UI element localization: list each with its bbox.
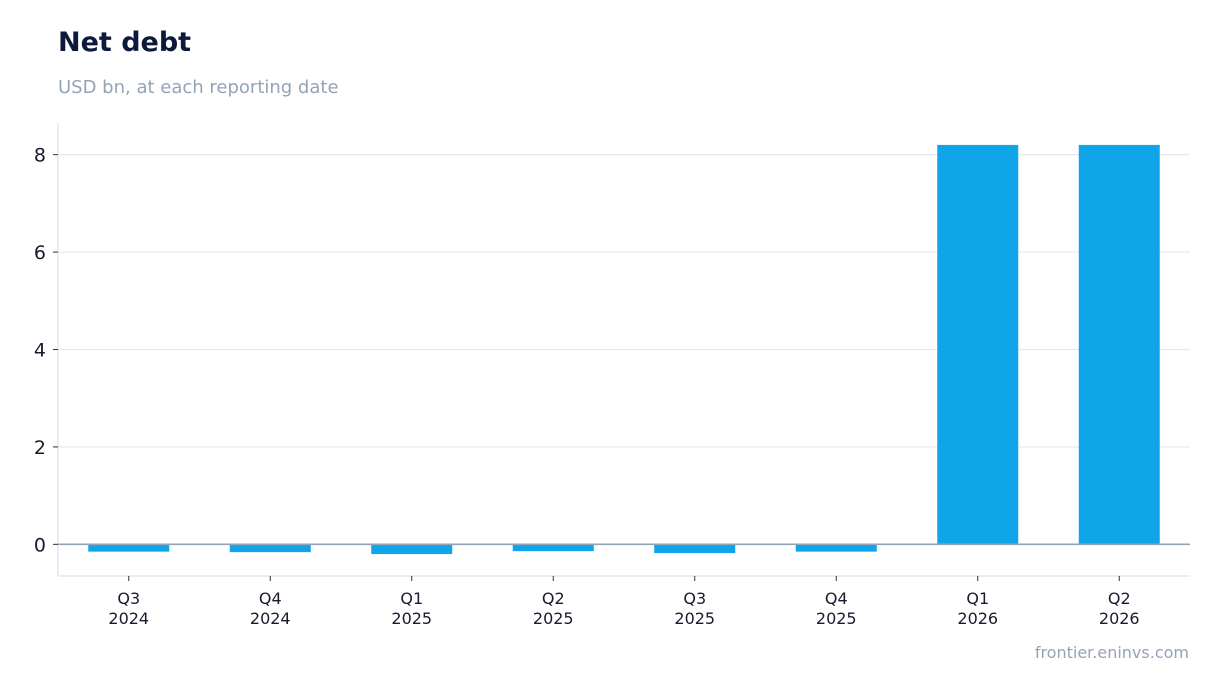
bar [1078, 144, 1160, 545]
y-tick-label: 0 [34, 534, 46, 556]
y-tick-label: 2 [34, 437, 46, 459]
x-tick-label: Q3 2024 [108, 589, 149, 628]
y-tick-label: 4 [34, 340, 46, 362]
bar [654, 544, 736, 554]
x-tick-label: Q3 2025 [674, 589, 715, 628]
x-tick-label: Q1 2026 [957, 589, 998, 628]
x-tick-label: Q2 2026 [1099, 589, 1140, 628]
bar [88, 544, 170, 552]
chart-subtitle: USD bn, at each reporting date [58, 77, 339, 98]
bar [512, 544, 594, 552]
y-tick-label: 8 [34, 145, 46, 167]
chart-title: Net debt [58, 27, 192, 58]
bar [229, 544, 311, 553]
bar [795, 544, 877, 552]
x-tick-label: Q1 2025 [391, 589, 432, 628]
x-tick-label: Q4 2024 [250, 589, 291, 628]
x-tick-label: Q4 2025 [816, 589, 857, 628]
y-tick-label: 6 [34, 242, 46, 264]
bar [937, 144, 1019, 545]
x-tick-label: Q2 2025 [533, 589, 574, 628]
source-label: frontier.eninvs.com [1034, 643, 1189, 662]
bar [371, 544, 453, 555]
